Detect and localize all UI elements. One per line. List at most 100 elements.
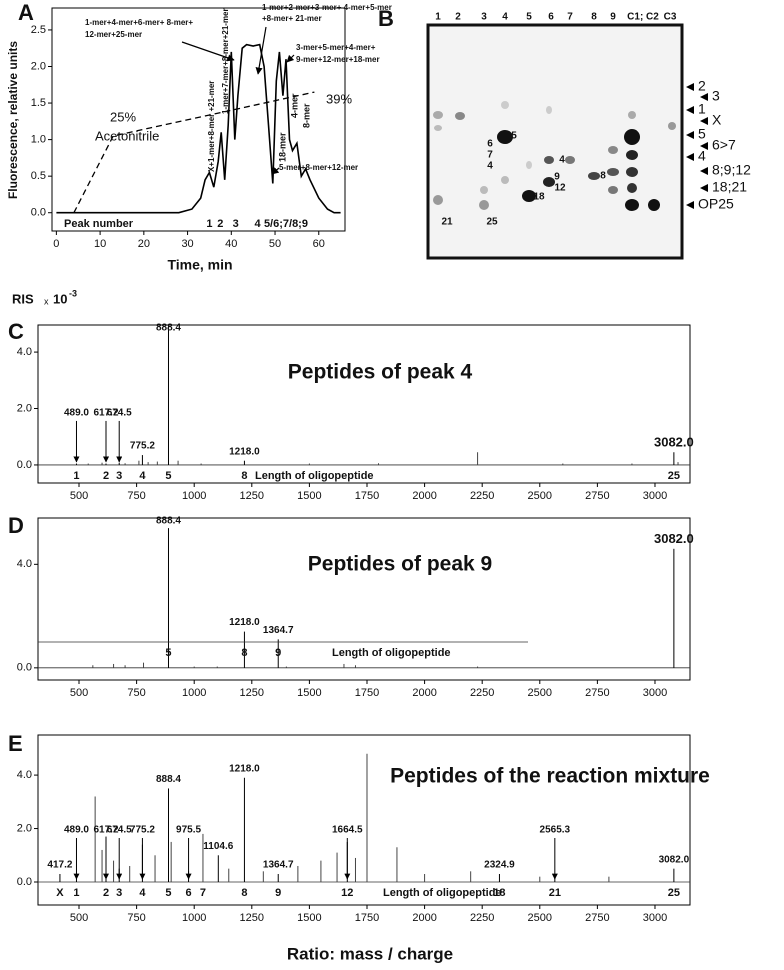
x-tick-label: 1250 (240, 912, 264, 924)
x-tick-label: 1000 (182, 687, 206, 699)
annotation: 4-mer (289, 93, 299, 118)
x-tick-label: 40 (225, 238, 237, 250)
marker-arrow (686, 106, 694, 114)
gel-band (433, 111, 443, 119)
x-tick-label: 2000 (412, 912, 436, 924)
annotation: 18-mer (277, 132, 287, 162)
panel-label: C (8, 319, 24, 344)
annotation: Acetonitrile (95, 128, 159, 143)
peak-label: 975.5 (176, 825, 201, 836)
plot-frame (51, 7, 346, 232)
marker-arrow (700, 184, 708, 192)
plot-frame (37, 734, 691, 906)
lane-label: 5 (526, 12, 532, 23)
gel-band (627, 183, 637, 193)
peak-label: 1664.5 (332, 825, 363, 836)
x-tick-label: 2750 (585, 687, 609, 699)
gel-band (625, 199, 639, 211)
gel-band (588, 172, 600, 180)
length-label: 4 (139, 470, 146, 482)
panel-title: Peptides of peak 4 (288, 361, 473, 384)
x-tick-label: 750 (127, 912, 145, 924)
annotation: 5-mer+8-mer+12-mer (279, 163, 358, 172)
length-title: Length of oligopeptide (332, 647, 451, 659)
band-label: 6 (487, 139, 493, 150)
lane-label: 2 (455, 12, 461, 23)
annotation: X+1-mer+8-mer +21-mer (207, 81, 216, 172)
ris-label: RIS (12, 291, 34, 306)
y-axis-title: Fluorescence, relative units (6, 41, 20, 199)
panel-label: D (8, 513, 24, 538)
ris-factor: x (44, 296, 49, 306)
ris-exponent: -3 (69, 288, 77, 298)
annotation: 8-mer (301, 103, 311, 128)
lane-label: 9 (610, 12, 616, 23)
peak-label: 1364.7 (263, 860, 294, 871)
peak-label: 1218.0 (229, 763, 260, 774)
peak-label: 888.4 (156, 323, 181, 334)
band-label: 12 (554, 183, 566, 194)
length-label: 25 (668, 470, 680, 482)
x-tick-label: 0 (53, 238, 59, 250)
x-tick-label: 2500 (528, 490, 552, 502)
y-tick-label: 2.0 (31, 60, 46, 72)
x-tick-label: 20 (138, 238, 150, 250)
band-label: 25 (486, 217, 498, 228)
peak-number: 4 (254, 218, 261, 230)
panel-label: E (8, 731, 23, 756)
x-tick-label: 1750 (355, 687, 379, 699)
x-tick-label: 2500 (528, 687, 552, 699)
length-label: 3 (116, 887, 122, 899)
x-tick-label: 1000 (182, 490, 206, 502)
band-label: 18 (533, 192, 545, 203)
gel-band (624, 129, 640, 145)
plot-frame (37, 324, 691, 484)
x-tick-label: 2750 (585, 490, 609, 502)
gel-band (544, 156, 554, 164)
marker-label: 6>7 (712, 137, 736, 153)
band-label: 8 (600, 171, 606, 182)
length-label: 9 (275, 887, 281, 899)
gel-band (565, 156, 575, 164)
annotation: 12-mer+25-mer (85, 30, 142, 39)
band-label: 4 (487, 161, 493, 172)
length-label: 9 (275, 647, 281, 659)
peak-label: 674.5 (107, 825, 132, 836)
lane-label: 1 (435, 12, 441, 23)
peak-label: 3082.0 (659, 854, 690, 865)
peak-label: 2324.9 (484, 860, 515, 871)
gel-band (480, 186, 488, 194)
peak-label: 1364.7 (263, 625, 294, 636)
gel-band (626, 150, 638, 160)
y-tick-label: 0.0 (17, 662, 32, 674)
x-tick-label: 500 (70, 687, 88, 699)
marker-arrow (700, 93, 708, 101)
x-tick-label: 1750 (355, 490, 379, 502)
x-tick-label: 2000 (412, 687, 436, 699)
lane-label: 6 (548, 12, 554, 23)
peak-label: 489.0 (64, 408, 89, 419)
gel (426, 23, 684, 260)
gel-band (501, 101, 509, 109)
marker-label: OP25 (698, 196, 734, 212)
gel-band (668, 122, 676, 130)
gel-band (546, 106, 552, 114)
lane-label: C1; C2 (627, 12, 659, 23)
length-label: 25 (668, 887, 680, 899)
band-label: 5 (511, 131, 517, 142)
annotation: 9-mer+12-mer+18-mer (296, 55, 380, 64)
length-label: X (56, 887, 64, 899)
length-label: 8 (241, 470, 247, 482)
peak-label: 1218.0 (229, 446, 260, 457)
gel-band (626, 167, 638, 177)
y-tick-label: 1.5 (31, 97, 46, 109)
length-label: 8 (241, 647, 247, 659)
x-axis-label: Ratio: mass / charge (287, 944, 453, 963)
marker-label: 18;21 (712, 179, 747, 195)
marker-label: 1 (698, 101, 706, 117)
marker-arrow (700, 142, 708, 150)
band-label: 21 (441, 217, 453, 228)
y-tick-label: 2.5 (31, 24, 46, 36)
y-tick-label: 4.0 (17, 769, 32, 781)
peak-number: 2 (217, 218, 223, 230)
